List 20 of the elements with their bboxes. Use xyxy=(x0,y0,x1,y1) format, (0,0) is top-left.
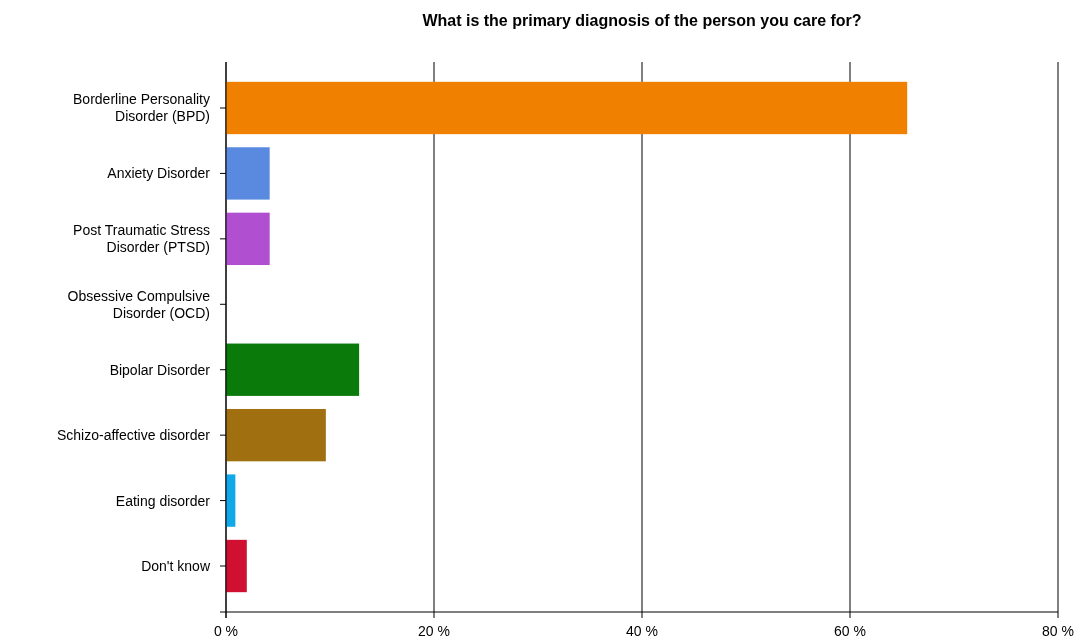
x-tick-label: 20 % xyxy=(418,623,450,639)
bar xyxy=(226,212,270,266)
y-tick-label: Schizo-affective disorder xyxy=(56,427,211,444)
y-tick-label: Obsessive Compulsive Disorder (OCD) xyxy=(67,287,211,321)
bar xyxy=(226,81,908,135)
x-tick-label: 40 % xyxy=(626,623,658,639)
y-tick-label: Post Traumatic Stress Disorder (PTSD) xyxy=(73,222,210,256)
y-tick-label: Borderline Personality Disorder (BPD) xyxy=(73,91,210,125)
x-tick-label: 0 % xyxy=(213,623,239,639)
bar xyxy=(226,408,326,462)
bar xyxy=(226,147,270,200)
x-tick-label: 60 % xyxy=(834,623,866,639)
chart-title: What is the primary diagnosis of the person you care for? xyxy=(422,12,862,29)
bar xyxy=(226,539,247,593)
y-tick-label: Anxiety Disorder xyxy=(107,165,211,182)
y-tick-label: Don't know xyxy=(141,558,211,575)
y-tick-label: Eating disorder xyxy=(115,492,211,509)
x-tick-label: 80 % xyxy=(1042,623,1074,639)
y-tick-label: Bipolar Disorder xyxy=(109,361,211,378)
bar xyxy=(226,343,360,396)
